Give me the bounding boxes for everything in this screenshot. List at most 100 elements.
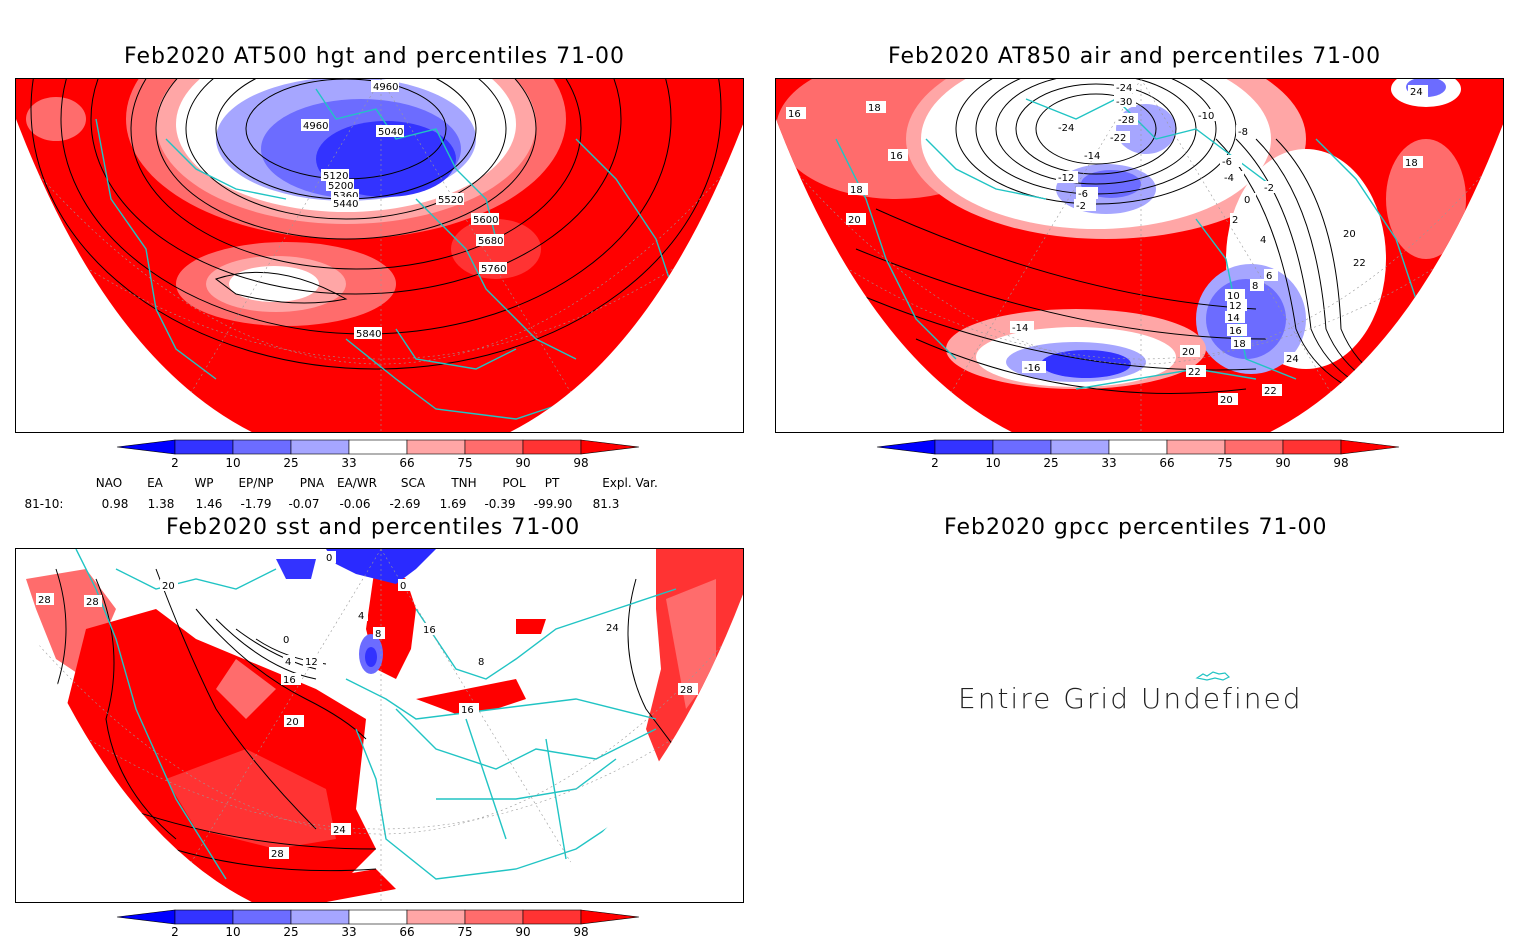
colorbar-segment xyxy=(232,909,292,925)
sst-colorbar-labels: 2 10 25 33 66 75 90 98 xyxy=(171,925,589,939)
svg-text:22: 22 xyxy=(1188,367,1201,378)
colorbar-segment xyxy=(1282,439,1342,455)
svg-text:24: 24 xyxy=(1410,87,1423,98)
svg-text:0: 0 xyxy=(1244,195,1250,206)
svg-text:28: 28 xyxy=(38,595,51,606)
colorbar-segment xyxy=(290,439,350,455)
svg-text:18: 18 xyxy=(850,185,863,196)
svg-text:22: 22 xyxy=(1264,386,1277,397)
colorbar-segment xyxy=(1050,439,1110,455)
svg-text:8: 8 xyxy=(375,629,381,640)
svg-text:-28: -28 xyxy=(1118,115,1134,126)
hgt-colorbar xyxy=(116,439,640,455)
svg-text:20: 20 xyxy=(1220,395,1233,406)
svg-text:-4: -4 xyxy=(1224,173,1234,184)
svg-text:4960: 4960 xyxy=(303,121,328,132)
svg-text:12: 12 xyxy=(1229,301,1242,312)
svg-text:4: 4 xyxy=(358,611,364,622)
colorbar-segment xyxy=(406,439,466,455)
colorbar-segment xyxy=(992,439,1052,455)
colorbar-segment xyxy=(348,909,408,925)
svg-text:16: 16 xyxy=(788,109,801,120)
svg-text:14: 14 xyxy=(1227,313,1240,324)
air-map: -24 -30 -28 -22 -24 -14 -12 -6 -2 -10 -8… xyxy=(776,79,1503,432)
svg-text:-10: -10 xyxy=(1198,111,1214,122)
svg-text:2: 2 xyxy=(1232,215,1238,226)
svg-text:28: 28 xyxy=(271,849,284,860)
air-colorbar xyxy=(876,439,1400,455)
svg-text:16: 16 xyxy=(461,705,474,716)
svg-text:28: 28 xyxy=(86,597,99,608)
colorbar-segment xyxy=(174,909,234,925)
svg-text:0: 0 xyxy=(400,581,406,592)
svg-text:-8: -8 xyxy=(1238,127,1248,138)
svg-text:-22: -22 xyxy=(1110,133,1126,144)
air-panel-title: Feb2020 AT850 air and percentiles 71-00 xyxy=(888,44,1382,69)
svg-text:12: 12 xyxy=(305,657,318,668)
svg-text:24: 24 xyxy=(606,623,619,634)
hgt-map: 4960 4960 5040 5120 5200 5360 5440 5520 … xyxy=(16,79,743,432)
gpcc-panel-title: Feb2020 gpcc percentiles 71-00 xyxy=(944,515,1328,540)
svg-text:24: 24 xyxy=(333,825,346,836)
hgt-panel-title: Feb2020 AT500 hgt and percentiles 71-00 xyxy=(124,44,626,69)
svg-text:20: 20 xyxy=(1343,229,1356,240)
svg-text:8: 8 xyxy=(478,657,484,668)
svg-text:20: 20 xyxy=(162,581,175,592)
svg-text:-2: -2 xyxy=(1076,201,1086,212)
svg-text:28: 28 xyxy=(680,685,693,696)
svg-text:-6: -6 xyxy=(1078,189,1088,200)
svg-text:4960: 4960 xyxy=(373,82,398,93)
svg-text:18: 18 xyxy=(1233,339,1246,350)
colorbar-segment xyxy=(464,909,524,925)
colorbar-right-arrow xyxy=(1340,439,1400,455)
svg-text:10: 10 xyxy=(1227,291,1240,302)
svg-text:22: 22 xyxy=(1353,258,1366,269)
svg-text:5680: 5680 xyxy=(478,236,503,247)
sst-map-panel: 28 28 20 0 4 12 16 20 24 28 0 0 8 16 24 … xyxy=(15,548,744,903)
svg-text:0: 0 xyxy=(326,553,332,564)
svg-text:0: 0 xyxy=(283,635,289,646)
hgt-colorbar-labels: 2 10 25 33 66 75 90 98 xyxy=(171,456,589,470)
sst-contour-labels: 28 28 20 0 4 12 16 20 24 28 0 0 8 16 24 … xyxy=(36,551,698,860)
svg-text:5440: 5440 xyxy=(333,199,358,210)
svg-text:5520: 5520 xyxy=(438,195,463,206)
index-values-row: 81-10: 0.98 1.38 1.46 -1.79 -0.07 -0.06 … xyxy=(24,497,620,511)
colorbar-segment xyxy=(464,439,524,455)
svg-text:24: 24 xyxy=(1286,354,1299,365)
colorbar-segment xyxy=(1108,439,1168,455)
sst-colorbar xyxy=(116,909,640,925)
colorbar-right-arrow xyxy=(580,909,640,925)
colorbar-left-arrow xyxy=(116,909,176,925)
colorbar-left-arrow xyxy=(116,439,176,455)
svg-text:-2: -2 xyxy=(1264,183,1274,194)
svg-text:16: 16 xyxy=(283,675,296,686)
colorbar-segment xyxy=(522,909,582,925)
svg-text:5200: 5200 xyxy=(328,181,353,192)
svg-text:-12: -12 xyxy=(1058,173,1074,184)
colorbar-right-arrow xyxy=(580,439,640,455)
colorbar-segment xyxy=(522,439,582,455)
svg-text:5600: 5600 xyxy=(473,215,498,226)
sst-panel-title: Feb2020 sst and percentiles 71-00 xyxy=(166,515,581,540)
colorbar-left-arrow xyxy=(876,439,936,455)
svg-text:-24: -24 xyxy=(1058,123,1074,134)
svg-text:-30: -30 xyxy=(1116,97,1132,108)
svg-text:-24: -24 xyxy=(1116,83,1132,94)
svg-text:5120: 5120 xyxy=(323,171,348,182)
svg-text:-6: -6 xyxy=(1222,157,1232,168)
svg-text:6: 6 xyxy=(1266,271,1272,282)
svg-text:4: 4 xyxy=(285,657,291,668)
svg-text:-16: -16 xyxy=(1024,363,1040,374)
sst-map: 28 28 20 0 4 12 16 20 24 28 0 0 8 16 24 … xyxy=(16,549,743,902)
air-colorbar-labels: 2 10 25 33 66 75 90 98 xyxy=(931,456,1349,470)
svg-text:16: 16 xyxy=(1229,326,1242,337)
undefined-grid-message: Entire Grid Undefined xyxy=(958,682,1303,715)
colorbar-segment xyxy=(232,439,292,455)
index-names-row: NAO EA WP EP/NP PNA EA/WR SCA TNH POL PT… xyxy=(95,476,658,490)
svg-text:20: 20 xyxy=(848,215,861,226)
svg-text:5760: 5760 xyxy=(481,264,506,275)
svg-text:16: 16 xyxy=(423,625,436,636)
svg-text:20: 20 xyxy=(1182,347,1195,358)
colorbar-segment xyxy=(934,439,994,455)
hgt-map-panel: 4960 4960 5040 5120 5200 5360 5440 5520 … xyxy=(15,78,744,433)
